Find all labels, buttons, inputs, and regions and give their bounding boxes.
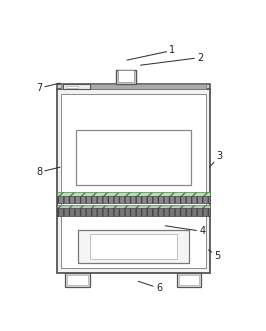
Bar: [76, 130, 191, 185]
Bar: [78, 230, 189, 263]
Bar: [57, 89, 210, 273]
Bar: [90, 234, 177, 259]
Text: 6: 6: [138, 281, 162, 293]
Bar: [57, 205, 210, 210]
Bar: [57, 84, 210, 89]
Bar: [116, 70, 136, 84]
Bar: [118, 70, 134, 82]
Bar: [67, 275, 88, 285]
Text: 5: 5: [209, 250, 221, 261]
Bar: [57, 192, 210, 197]
Bar: [178, 275, 199, 285]
Text: 7: 7: [36, 83, 60, 93]
Text: 1: 1: [127, 45, 176, 60]
Bar: [177, 273, 201, 287]
Text: 2: 2: [140, 53, 203, 65]
Bar: [66, 86, 78, 88]
Bar: [61, 84, 206, 89]
Bar: [63, 84, 90, 89]
Bar: [61, 94, 206, 268]
Text: 3: 3: [210, 151, 223, 167]
Text: 8: 8: [36, 167, 60, 177]
Bar: [65, 273, 90, 287]
Bar: [57, 209, 210, 216]
Bar: [57, 196, 210, 203]
Text: 4: 4: [165, 226, 205, 236]
